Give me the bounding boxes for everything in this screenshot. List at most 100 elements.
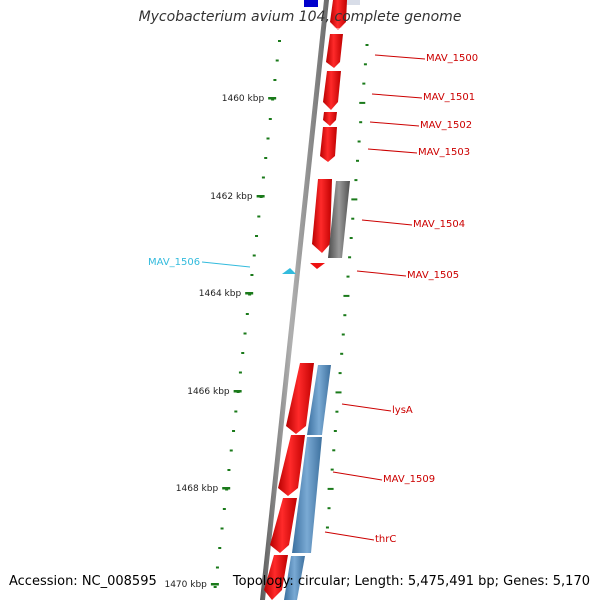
gene-label[interactable]: MAV_1505 — [407, 270, 459, 281]
outer-dot — [343, 314, 347, 317]
gene-label[interactable]: MAV_1502 — [420, 120, 472, 131]
gene-mav-1500[interactable] — [330, 0, 347, 30]
outer-dot — [351, 217, 355, 220]
ruler-dot — [261, 176, 265, 179]
gene-mav-1503[interactable] — [320, 127, 337, 162]
gene-thrc[interactable] — [270, 498, 297, 553]
outer-dot — [327, 487, 334, 490]
outer-dot — [340, 352, 344, 355]
gene-mav-1505[interactable] — [310, 263, 325, 269]
ruler-dot — [229, 449, 233, 452]
ruler-label: 1470 kbp — [164, 580, 207, 590]
ruler-major-tick — [256, 195, 265, 198]
leader-line — [356, 270, 407, 277]
outer-dot — [359, 121, 363, 124]
outer-dot — [338, 372, 342, 375]
leader-line — [341, 403, 392, 412]
gene-label[interactable]: lysA — [392, 405, 413, 416]
ruler-dot — [250, 274, 254, 276]
gene-mav-1509-blue[interactable] — [292, 437, 322, 553]
top-gray-feature — [345, 0, 360, 5]
label-leader-lines — [201, 54, 426, 541]
gene-label[interactable]: MAV_1509 — [383, 474, 435, 485]
leader-line — [374, 54, 426, 60]
outer-dot — [362, 82, 366, 85]
gene-bottom-red[interactable] — [264, 555, 288, 600]
outer-dot — [335, 391, 342, 394]
ruler-label: 1466 kbp — [187, 387, 230, 397]
leader-line — [201, 261, 251, 268]
ruler-dot — [232, 430, 236, 432]
gene-label[interactable]: MAV_1503 — [418, 147, 470, 158]
top-blue-feature — [304, 0, 318, 7]
ruler-major-tick — [268, 97, 277, 100]
leader-line — [367, 148, 418, 154]
gene-mav-1503-a[interactable] — [323, 112, 337, 126]
accession-text: Accession: NC_008595 — [9, 574, 157, 589]
gene-lysa-blue[interactable] — [307, 365, 331, 435]
outer-dot — [356, 159, 360, 162]
outer-dot — [332, 449, 336, 452]
ruler-major-tick — [222, 487, 231, 490]
gene-mav-1506[interactable] — [282, 268, 296, 274]
gene-mav-1504-pseudo[interactable] — [328, 181, 350, 258]
gene-label[interactable]: MAV_1506 — [148, 257, 200, 268]
gene-label[interactable]: MAV_1504 — [413, 219, 465, 230]
leader-line — [361, 219, 413, 226]
outer-dot — [349, 237, 353, 239]
outer-dot — [327, 507, 331, 510]
ruler-dot — [275, 59, 279, 62]
ruler-major-tick — [233, 390, 242, 393]
ruler-dot — [257, 215, 261, 218]
ruler-dot — [234, 410, 238, 413]
outer-dot — [333, 430, 337, 432]
ruler-label: 1468 kbp — [176, 484, 219, 494]
gene-mav-1502[interactable] — [323, 71, 341, 110]
leader-line — [369, 121, 420, 127]
ruler-major-tick — [210, 583, 219, 586]
outer-dot — [359, 101, 366, 104]
outer-dot — [354, 179, 358, 182]
ruler-dot — [220, 527, 224, 530]
ruler-dot — [255, 235, 259, 237]
gene-label[interactable]: MAV_1500 — [426, 53, 478, 64]
leader-line — [332, 471, 383, 481]
genome-backbone — [260, 0, 329, 600]
ruler-label: 1462 kbp — [210, 192, 253, 202]
ruler-dot — [218, 547, 222, 549]
ruler-dot — [213, 586, 217, 588]
outer-tick-track — [325, 44, 369, 529]
outer-dot — [335, 410, 339, 413]
ruler-dot — [241, 352, 245, 354]
ruler-dot — [264, 157, 268, 159]
ruler-major-tick — [245, 292, 254, 295]
ruler-dot — [238, 371, 242, 374]
outer-dot — [365, 44, 369, 46]
gene-label[interactable]: thrC — [375, 534, 396, 545]
gene-mav-1504[interactable] — [312, 179, 332, 253]
gene-labels: MAV_1500 MAV_1501 MAV_1502 MAV_1503 MAV_1504… — [148, 53, 478, 545]
ruler-labels: 1460 kbp 1462 kbp 1464 kbp 1466 kbp 1468 kbp… — [164, 94, 264, 590]
outer-dot — [325, 526, 329, 529]
gene-bottom-blue[interactable] — [284, 556, 305, 600]
genome-summary-text: Topology: circular; Length: 5,475,491 bp… — [232, 574, 590, 589]
gene-label[interactable]: MAV_1501 — [423, 92, 475, 103]
ruler-dot — [268, 118, 272, 120]
gene-mav-1501[interactable] — [326, 34, 343, 68]
ruler-label: 1464 kbp — [199, 289, 242, 299]
ruler-dot — [266, 137, 270, 140]
outer-dot — [363, 63, 367, 66]
ruler-dot — [222, 508, 226, 510]
outer-dot — [330, 468, 334, 471]
outer-dot — [351, 198, 358, 201]
ruler-dot — [215, 566, 219, 569]
gene-lysa[interactable] — [286, 363, 314, 434]
ruler-dot — [278, 40, 281, 42]
ruler-label: 1460 kbp — [222, 94, 265, 104]
gene-mav-1509[interactable] — [278, 435, 305, 496]
ruler-dot — [243, 332, 247, 335]
outer-dot — [341, 333, 345, 336]
ruler-ticks — [210, 97, 277, 586]
